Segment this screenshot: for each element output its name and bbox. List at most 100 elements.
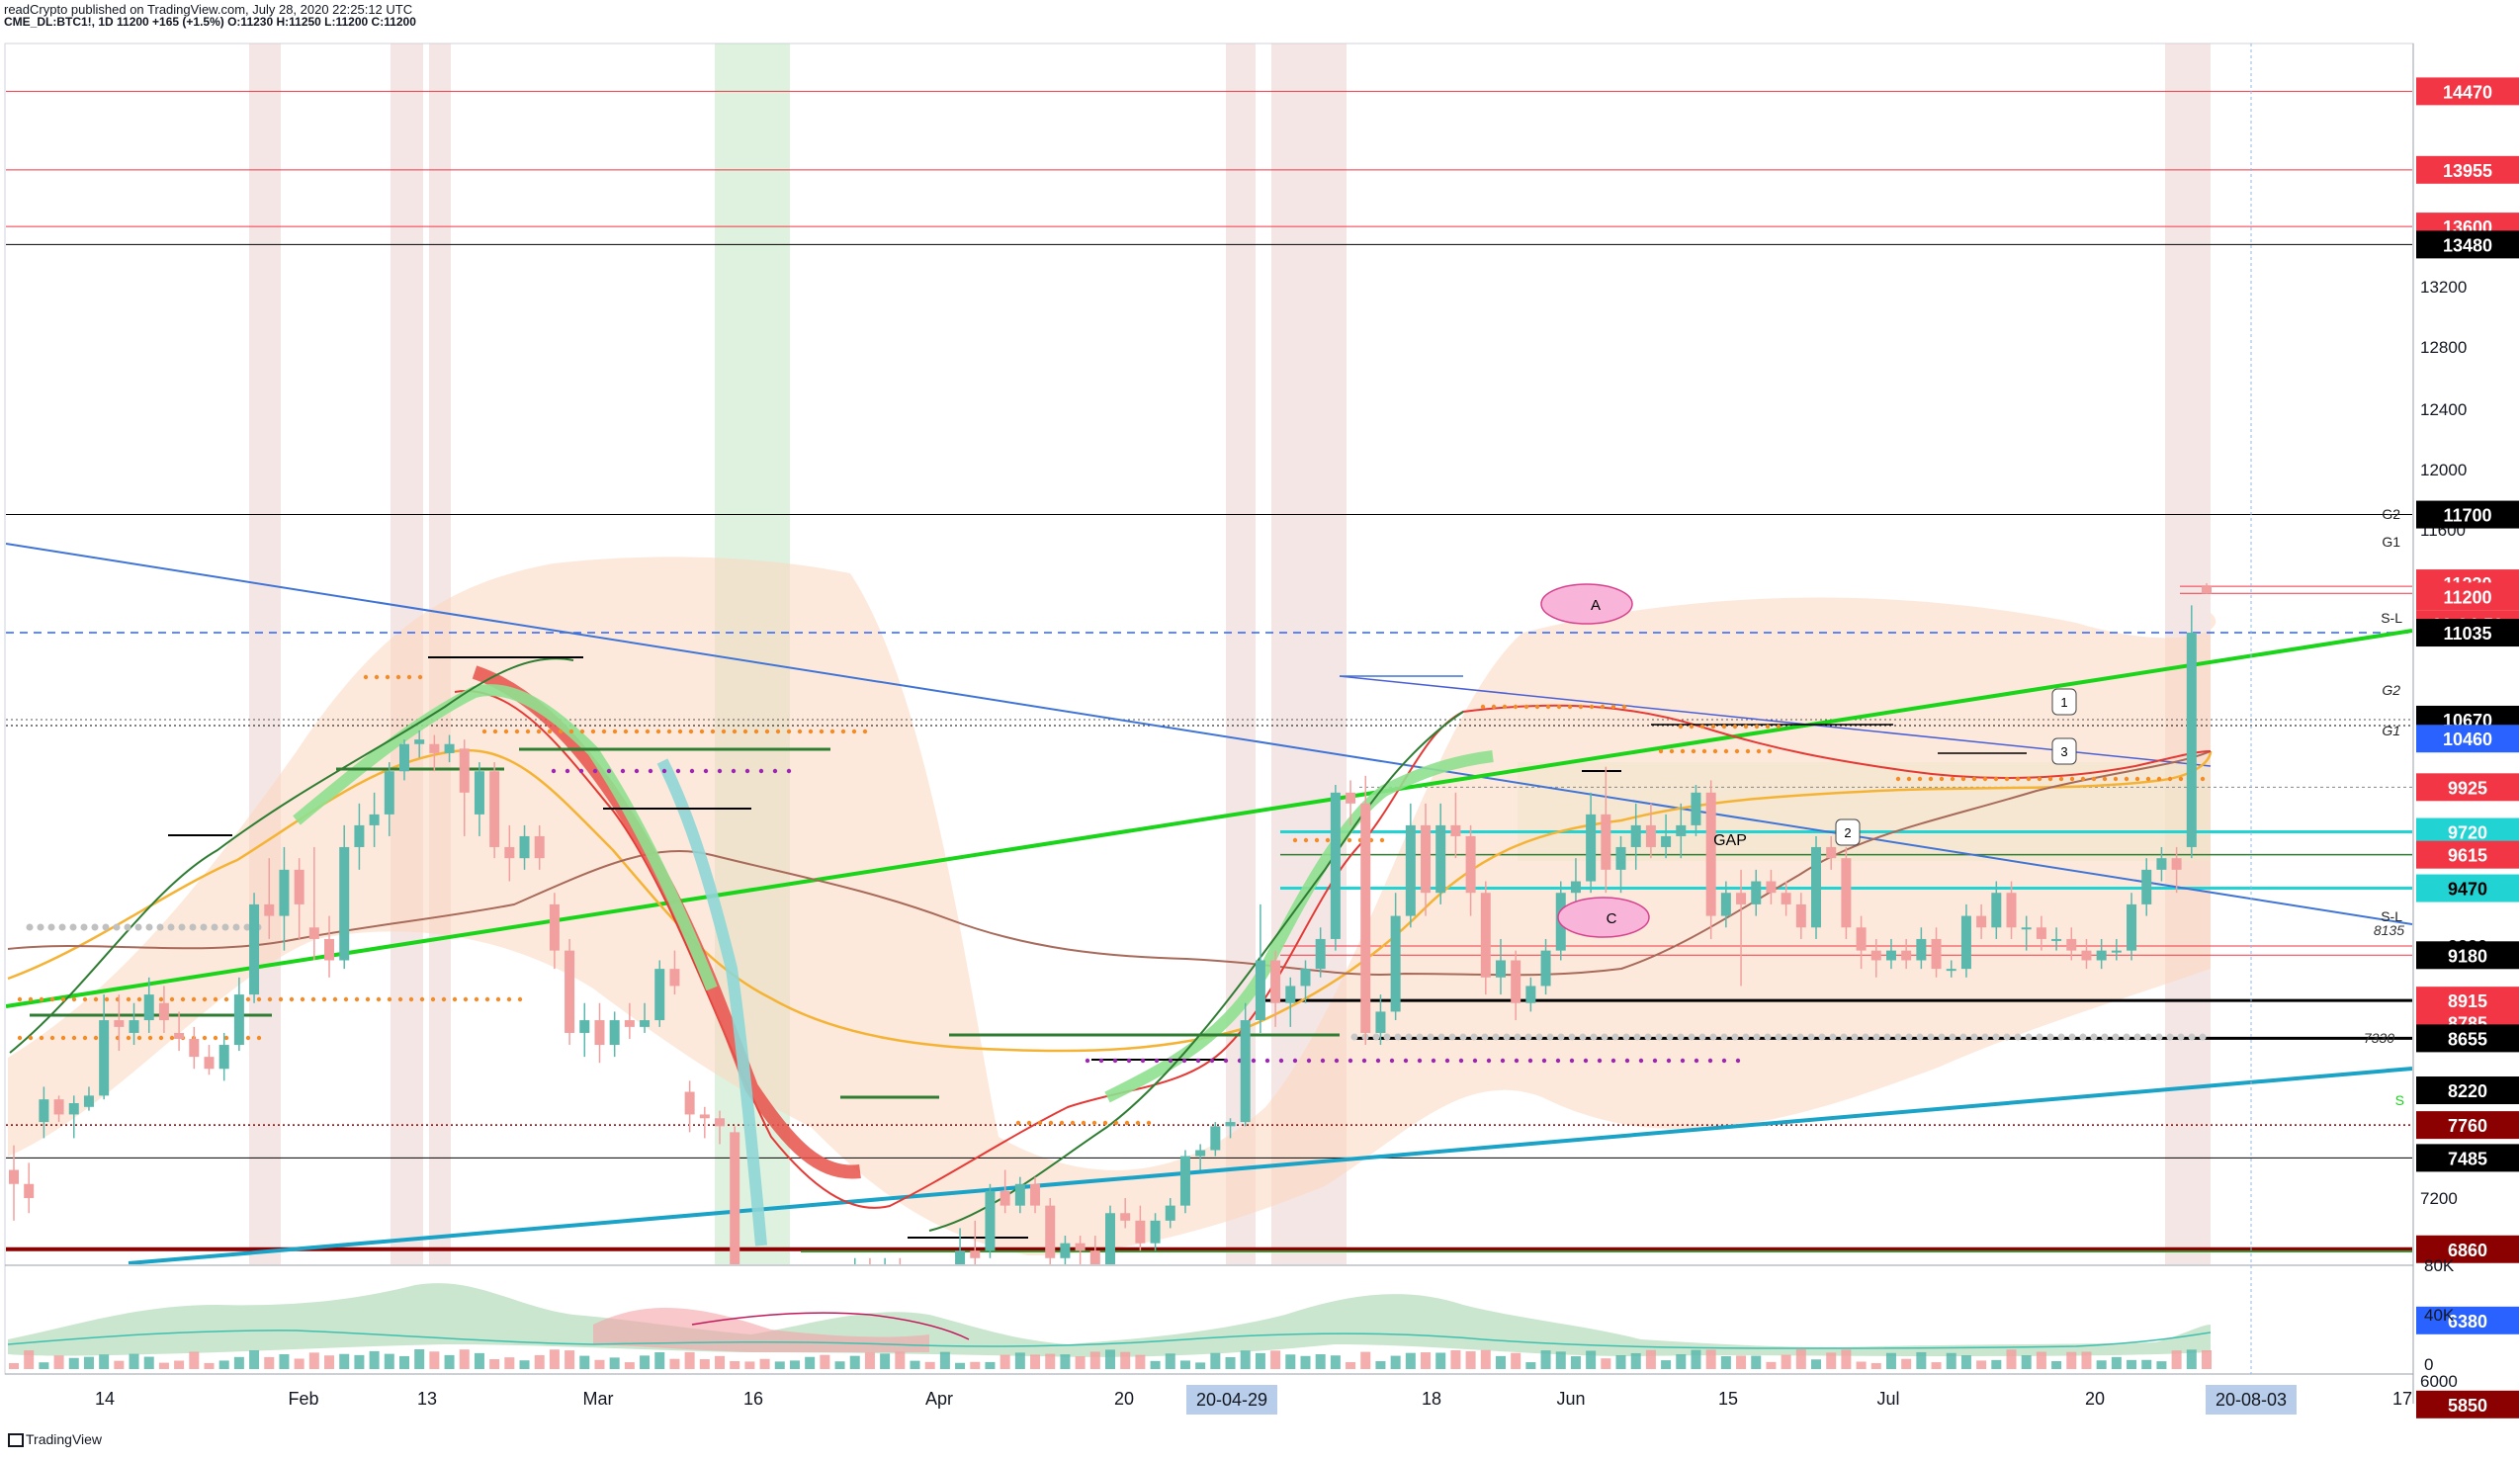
candle-body — [474, 771, 484, 815]
candle-body — [579, 1020, 590, 1033]
volume-bar — [264, 1356, 275, 1369]
purple-dot — [551, 768, 557, 774]
orange-dot — [495, 996, 501, 1002]
volume-bar — [699, 1359, 710, 1369]
volume-bar — [2066, 1351, 2077, 1369]
orange-dot — [1513, 704, 1519, 710]
volume-bar — [1931, 1362, 1942, 1369]
orange-dot — [1379, 837, 1385, 843]
candle-body — [1360, 803, 1371, 1033]
grey-dot — [2046, 1033, 2054, 1041]
orange-dot — [1480, 704, 1486, 710]
wave-2-label: 2 — [1844, 825, 1851, 840]
purple-dot — [689, 768, 695, 774]
price-badge-label: 11035 — [2443, 624, 2491, 644]
volume-tick-label: 0 — [2424, 1355, 2433, 1374]
candle-body — [640, 1020, 651, 1027]
candle-body — [1135, 1220, 1146, 1244]
volume-bar — [429, 1351, 440, 1369]
volume-oscillator-green — [8, 1283, 2211, 1357]
sl-low-label: S-L — [2381, 908, 2402, 924]
volume-bar — [684, 1351, 695, 1369]
candle-body — [2036, 927, 2046, 939]
volume-bar — [489, 1359, 500, 1369]
volume-bar — [1586, 1350, 1597, 1369]
volume-bars — [9, 1349, 2212, 1369]
price-badge-label: 10460 — [2443, 730, 2492, 749]
purple-dot — [1403, 1058, 1409, 1064]
candle-body — [1795, 903, 1806, 928]
orange-dot — [2058, 776, 2064, 782]
orange-dot — [797, 729, 803, 734]
candle-body — [1826, 846, 1837, 859]
candles — [9, 582, 2212, 1264]
orange-dot — [677, 729, 683, 734]
orange-dot — [1950, 776, 1955, 782]
price-tick-label: 12400 — [2420, 400, 2467, 419]
orange-dot — [126, 996, 131, 1002]
orange-dot — [82, 996, 88, 1002]
orange-dot — [419, 996, 425, 1002]
orange-dot — [28, 1035, 34, 1041]
grey-dot — [1383, 1033, 1391, 1041]
volume-bar — [730, 1361, 740, 1369]
candle-body — [1195, 1150, 1206, 1157]
candle-body — [2156, 858, 2167, 870]
orange-dot — [1917, 776, 1923, 782]
price-badge — [2416, 619, 2519, 647]
candle-body — [1601, 814, 1611, 870]
volume-bar — [1060, 1354, 1071, 1369]
gap-label: GAP — [1713, 832, 1747, 849]
orange-dot — [289, 996, 295, 1002]
purple-dot — [1278, 1058, 1284, 1064]
purple-dot — [1638, 1058, 1644, 1064]
price-badge — [2416, 1390, 2519, 1418]
volume-bar — [910, 1360, 920, 1369]
label-c-ellipse — [1557, 897, 1650, 938]
orange-dot — [547, 729, 553, 734]
grey-dot — [1709, 1033, 1717, 1041]
candle-body — [308, 927, 319, 939]
grey-dot — [1524, 1033, 1532, 1041]
time-highlight-label: 20-04-29 — [1196, 1390, 1267, 1410]
orange-dot — [1765, 724, 1771, 730]
orange-dot — [2145, 776, 2151, 782]
candle-body — [264, 903, 275, 916]
price-axis[interactable]: 1320012800124001200011600720060001447013… — [2416, 77, 2519, 1418]
volume-bar — [1240, 1350, 1251, 1369]
time-tick-label: Mar — [583, 1389, 614, 1409]
orange-dot — [1754, 724, 1760, 730]
orange-dot — [1502, 704, 1508, 710]
grey-dot — [2144, 1033, 2152, 1041]
purple-dot — [1168, 1058, 1173, 1064]
orange-dot — [742, 729, 748, 734]
orange-dot — [2037, 776, 2042, 782]
candle-body — [1841, 858, 1852, 928]
label-c: C — [1607, 910, 1617, 927]
orange-dot — [267, 996, 273, 1002]
orange-dot — [417, 674, 423, 680]
orange-dot — [2200, 776, 2206, 782]
orange-dot — [1721, 724, 1727, 730]
price-badge-label: 9180 — [2448, 946, 2487, 966]
time-tick-label: Apr — [925, 1389, 953, 1409]
sma-brown — [7, 750, 2212, 977]
purple-dot — [786, 768, 792, 774]
time-axis[interactable]: 14 Feb 13 Mar 16 Apr 20 18 Jun 15 Jul 20 17 20-04-29 2… — [95, 1385, 2412, 1415]
orange-dot — [634, 729, 640, 734]
price-badge — [2416, 77, 2519, 106]
orange-dot — [1059, 1120, 1065, 1126]
wave-1-box — [2051, 688, 2077, 716]
price-badge — [2416, 941, 2519, 970]
orange-dot — [1534, 704, 1540, 710]
orange-dot — [1292, 837, 1298, 843]
orange-dot — [1621, 704, 1627, 710]
price-badge-label: 13480 — [2443, 235, 2492, 255]
grey-dot — [211, 923, 218, 931]
purple-dot — [1666, 1058, 1672, 1064]
volume-bar — [1795, 1349, 1806, 1369]
grey-dot — [189, 923, 197, 931]
volume-bar — [1826, 1352, 1837, 1369]
